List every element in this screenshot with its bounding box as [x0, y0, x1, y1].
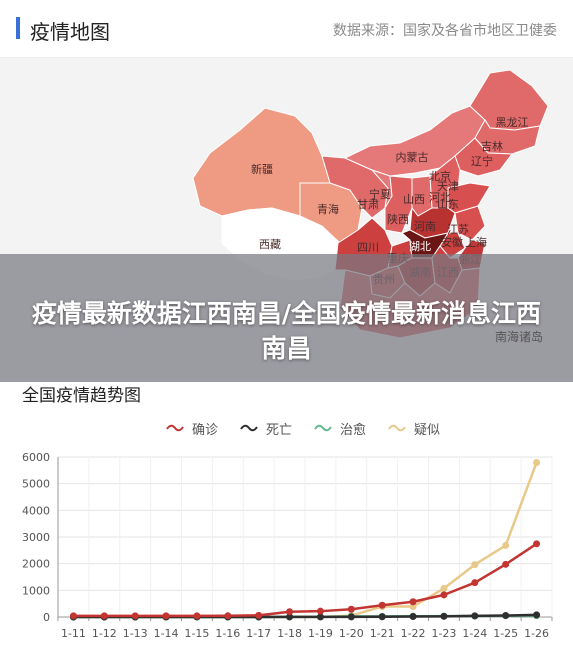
data-point: [162, 612, 170, 620]
y-tick-label: 5000: [22, 478, 50, 491]
legend-item[interactable]: 死亡: [240, 419, 293, 438]
legend-label: 疑似: [414, 422, 441, 438]
province-liaoning[interactable]: [454, 137, 513, 177]
legend-item[interactable]: 治愈: [314, 419, 367, 438]
page-title: 疫情地图: [30, 20, 110, 44]
province-label: 西藏: [259, 238, 281, 251]
legend-label: 死亡: [266, 422, 293, 438]
legend-swatch-icon: [388, 424, 406, 432]
title-accent-bar: [16, 17, 20, 39]
data-point: [471, 612, 479, 620]
data-point: [316, 607, 324, 615]
legend-item[interactable]: 确诊: [166, 419, 219, 438]
province-label: 湖北: [409, 240, 431, 253]
data-point: [533, 458, 541, 466]
data-source-label: 数据来源：国家及各省市地区卫健委: [333, 23, 557, 39]
y-tick-label: 1000: [22, 584, 50, 597]
province-label: 新疆: [251, 162, 273, 176]
x-tick-label: 1-18: [277, 627, 302, 640]
legend-label: 治愈: [340, 422, 367, 438]
x-tick-label: 1-17: [246, 627, 271, 640]
province-label: 山西: [403, 193, 425, 206]
x-tick-label: 1-23: [431, 627, 456, 640]
data-point: [347, 613, 355, 621]
data-point: [502, 541, 510, 549]
series-line: [73, 542, 538, 618]
data-point: [409, 598, 417, 606]
province-label: 河南: [414, 220, 436, 233]
x-tick-label: 1-20: [339, 627, 364, 640]
data-point: [440, 612, 448, 620]
province-label: 四川: [357, 241, 379, 254]
x-tick-label: 1-26: [524, 627, 549, 640]
province-label: 山东: [437, 198, 459, 211]
y-tick-label: 3000: [22, 531, 50, 544]
data-point: [440, 591, 448, 599]
trend-chart: 0 1000 2000 3000 4000 5000 6000 1-11 1-12 1-13 1-1…: [22, 451, 553, 640]
x-tick-label: 1-22: [401, 627, 426, 640]
legend-swatch-icon: [240, 424, 258, 432]
data-point: [193, 612, 201, 620]
province-label: 天津: [437, 180, 459, 193]
x-tick-label: 1-14: [154, 627, 179, 640]
province-label: 青海: [317, 202, 339, 216]
data-point: [316, 613, 324, 621]
map-header: 疫情地图 数据来源：国家及各省市地区卫健委: [0, 0, 573, 58]
data-point: [131, 612, 139, 620]
province-jiangsu[interactable]: [454, 205, 486, 241]
province-label: 宁夏: [369, 187, 391, 201]
data-point: [440, 584, 448, 592]
province-label: 辽宁: [471, 154, 493, 168]
data-point: [378, 601, 386, 609]
chart-legend: 确诊 死亡 治愈 疑似: [166, 419, 441, 438]
data-point: [471, 579, 479, 587]
data-point: [409, 613, 417, 621]
data-point: [100, 612, 108, 620]
legend-item[interactable]: 疑似: [388, 419, 441, 438]
legend-swatch-icon: [314, 424, 332, 432]
province-label: 甘肃: [357, 198, 379, 211]
x-tick-label: 1-24: [462, 627, 487, 640]
province-label: 河北: [429, 191, 451, 204]
legend-label: 确诊: [192, 422, 219, 438]
province-label: 江苏: [447, 223, 469, 236]
x-tick-label: 1-11: [61, 627, 86, 640]
data-point: [502, 560, 510, 568]
data-point: [286, 613, 294, 621]
data-point: [378, 613, 386, 621]
province-label: 安徽: [441, 235, 463, 249]
x-tick-label: 1-12: [92, 627, 117, 640]
data-point: [533, 611, 541, 619]
data-point: [286, 608, 294, 616]
data-point: [471, 561, 479, 569]
south-china-sea-label: 南海诸岛: [494, 330, 543, 344]
province-label: 陕西: [387, 212, 409, 226]
y-tick-label: 2000: [22, 558, 50, 571]
y-tick-label: 6000: [22, 451, 50, 464]
x-tick-label: 1-25: [493, 627, 518, 640]
x-tick-label: 1-13: [123, 627, 148, 640]
data-point: [255, 611, 263, 619]
data-point: [347, 605, 355, 613]
province-label: 北京: [429, 169, 451, 183]
province-label: 吉林: [481, 139, 503, 153]
x-tick-label: 1-16: [215, 627, 240, 640]
province-label: 内蒙古: [396, 150, 429, 164]
data-point: [69, 612, 77, 620]
headline-banner[interactable]: 南海诸岛 疫情最新数据江西南昌/全国疫情最新消息江西南昌: [0, 254, 573, 382]
legend-swatch-icon: [166, 424, 184, 432]
data-point: [224, 612, 232, 620]
data-point: [533, 540, 541, 548]
y-tick-label: 4000: [22, 504, 50, 517]
x-tick-label: 1-21: [370, 627, 395, 640]
headline-text[interactable]: 疫情最新数据江西南昌/全国疫情最新消息江西南昌: [31, 299, 542, 363]
province-label: 上海: [465, 235, 487, 249]
data-point: [502, 612, 510, 620]
x-tick-label: 1-19: [308, 627, 333, 640]
trend-title: 全国疫情趋势图: [22, 386, 141, 406]
x-tick-label: 1-15: [184, 627, 209, 640]
province-label: 黑龙江: [496, 116, 529, 129]
y-tick-label: 0: [43, 611, 50, 624]
